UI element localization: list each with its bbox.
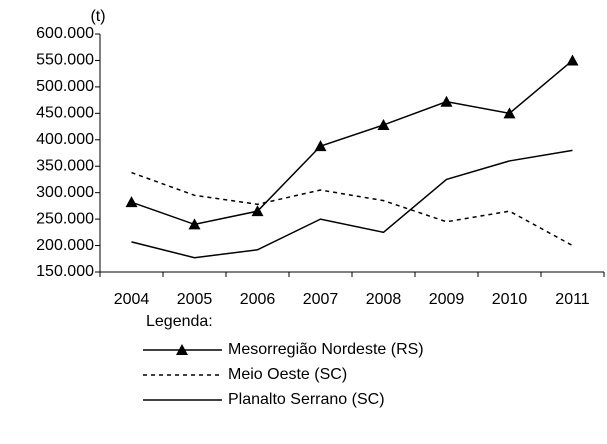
series-marker <box>125 196 138 208</box>
x-tick-label: 2006 <box>240 291 276 308</box>
series-marker <box>188 218 201 230</box>
series-marker <box>503 107 516 119</box>
y-tick-label: 200.000 <box>36 237 94 254</box>
legend-label: Planalto Serrano (SC) <box>228 391 385 408</box>
x-tick-label: 2010 <box>492 291 528 308</box>
y-tick-label: 600.000 <box>36 25 94 42</box>
x-tick-label: 2008 <box>366 291 402 308</box>
x-tick-label: 2009 <box>429 291 465 308</box>
series-marker <box>314 140 327 152</box>
y-tick-label: 450.000 <box>36 105 94 122</box>
series-marker <box>566 54 579 66</box>
y-tick-label: 250.000 <box>36 210 94 227</box>
x-tick-label: 2011 <box>555 291 590 308</box>
y-tick-label: 500.000 <box>36 78 94 95</box>
y-tick-label: 550.000 <box>36 52 94 69</box>
y-axis-unit: (t) <box>90 8 105 25</box>
series-line <box>131 149 573 259</box>
series-line <box>131 171 573 247</box>
x-tick-label: 2004 <box>114 291 150 308</box>
series-line <box>131 59 573 226</box>
legend-label: Mesorregião Nordeste (RS) <box>228 341 424 358</box>
y-tick-label: 150.000 <box>36 263 94 280</box>
series-marker <box>251 205 264 217</box>
x-tick-label: 2007 <box>303 291 339 308</box>
legend-title: Legenda: <box>146 313 213 330</box>
legend-label: Meio Oeste (SC) <box>228 366 347 383</box>
y-tick-label: 400.000 <box>36 131 94 148</box>
y-tick-label: 300.000 <box>36 184 94 201</box>
series-marker <box>377 118 390 130</box>
y-tick-label: 350.000 <box>36 157 94 174</box>
legend-marker <box>176 344 188 355</box>
x-tick-label: 2005 <box>177 291 213 308</box>
series-marker <box>440 95 453 107</box>
